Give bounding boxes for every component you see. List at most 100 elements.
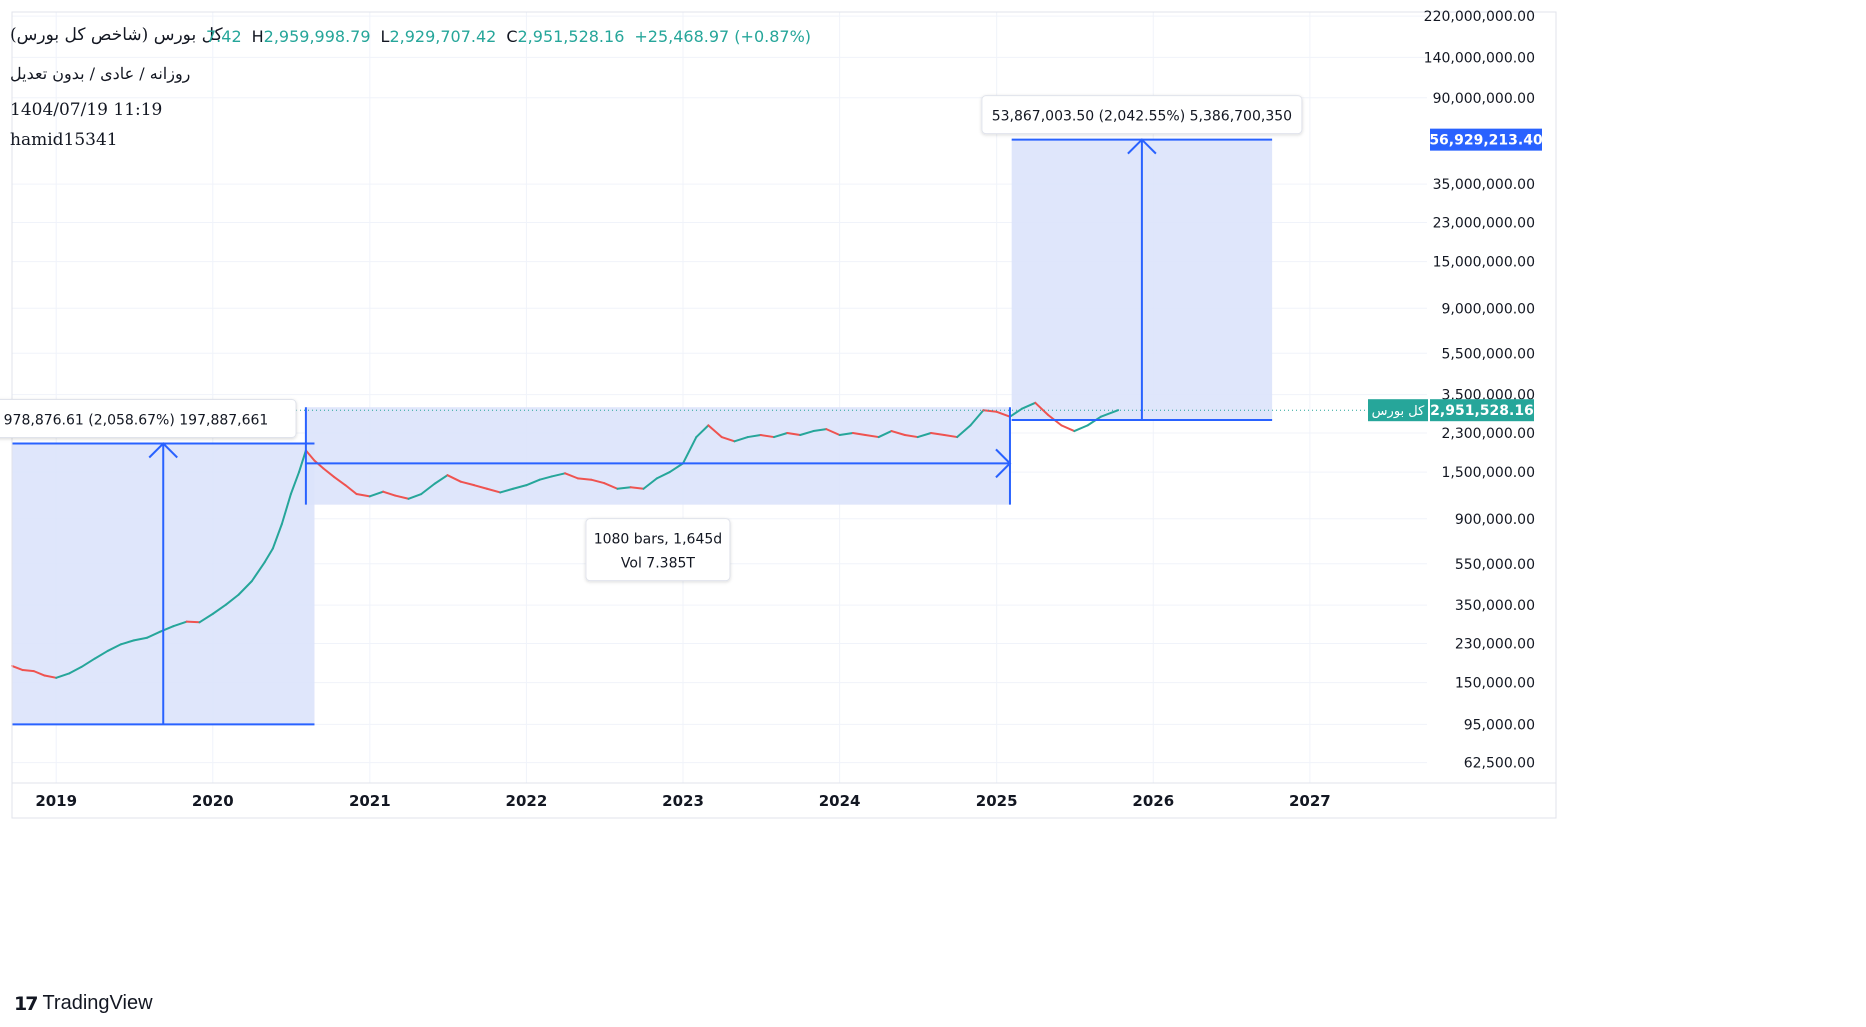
- y-tick-label: 2,300,000.00: [1441, 426, 1535, 442]
- price-segment: [890, 430, 906, 437]
- price-segment: [1060, 424, 1076, 433]
- price-segment: [668, 462, 685, 474]
- price-segment: [695, 424, 710, 439]
- price-segment: [733, 436, 749, 443]
- price-segment: [812, 428, 828, 433]
- price-segment: [271, 522, 283, 550]
- price-segment: [420, 482, 436, 496]
- x-tick-label: 2022: [506, 792, 548, 810]
- price-segment: [982, 409, 998, 413]
- price-segment: [21, 669, 35, 673]
- author-name: hamid15341: [10, 130, 118, 150]
- price-segment: [616, 486, 632, 490]
- price-segment: [603, 482, 619, 490]
- price-segment: [485, 487, 502, 494]
- last-value-symbol: کل بورس: [1372, 404, 1425, 419]
- price-segment: [211, 603, 228, 615]
- price-segment: [825, 428, 841, 437]
- chart-axes: 220,000,000.00 140,000,000.00 90,000,000.0…: [11, 9, 1557, 819]
- price-segment: [799, 430, 815, 437]
- price-segment: [916, 431, 933, 439]
- symbol-title: (شاخص کل بورس) کل بورس: [10, 25, 223, 45]
- ohlc-high-label: H: [251, 27, 264, 46]
- y-tick-label: 23,000,000.00: [1433, 215, 1535, 231]
- price-segment: [172, 620, 188, 628]
- chart-labels: 978,876.61 (2,058.67%) 197,887,661 1080 b…: [0, 95, 1543, 582]
- measure-tool-lines[interactable]: [12, 138, 1273, 726]
- ohlc-high: 2,959,998.79: [263, 27, 371, 46]
- price-segment: [969, 409, 985, 427]
- price-segment: [446, 474, 462, 483]
- price-segment: [707, 424, 723, 439]
- x-tick-label: 2026: [1132, 792, 1174, 810]
- interval-info: روزانه / عادی / بدون تعدیل: [10, 64, 191, 83]
- price-segment: [655, 471, 671, 480]
- y-tick-label: 350,000.00: [1455, 598, 1535, 614]
- price-segment: [943, 434, 959, 439]
- x-tick-label: 2019: [35, 792, 77, 810]
- price-segment: [68, 665, 83, 675]
- price-segment: [11, 664, 24, 672]
- y-tick-label: 35,000,000.00: [1433, 177, 1535, 193]
- price-segment: [304, 449, 316, 462]
- price-segment: [459, 480, 476, 487]
- price-segment: [407, 493, 423, 500]
- y-tick-label: 550,000.00: [1455, 557, 1535, 573]
- price-range-arrowhead-2: [1127, 138, 1157, 155]
- tradingview-logo-text: TradingView: [42, 992, 153, 1014]
- x-tick-label: 2027: [1289, 792, 1331, 810]
- price-segment: [759, 434, 775, 439]
- price-segment: [642, 477, 658, 490]
- price-target-label: 56,929,213.40: [1429, 133, 1543, 149]
- price-segment: [368, 490, 385, 498]
- price-segment: [55, 672, 71, 679]
- x-tick-label: 2023: [662, 792, 704, 810]
- ohlc-low-label: L: [380, 27, 390, 46]
- timestamp: 1404/07/19 11:19: [10, 100, 163, 120]
- price-segment: [106, 643, 122, 652]
- price-segment: [280, 493, 292, 525]
- y-tick-label: 90,000,000.00: [1433, 91, 1535, 107]
- ohlc-close: 2,951,528.16: [517, 27, 625, 46]
- price-segment: [877, 430, 893, 439]
- price-segment: [786, 431, 802, 437]
- y-tick-label: 9,000,000.00: [1441, 301, 1535, 317]
- date-range-label-text: Vol 7.385T: [621, 556, 695, 572]
- price-segment: [132, 636, 149, 642]
- price-segment: [903, 434, 919, 439]
- price-segment: [930, 431, 946, 437]
- price-range-label-0-text: 978,876.61 (2,058.67%) 197,887,661: [4, 413, 269, 429]
- price-range-label-2-box: [981, 95, 1303, 135]
- y-tick-label: 900,000.00: [1455, 512, 1535, 528]
- price-segment: [746, 434, 762, 439]
- price-segment: [590, 478, 606, 485]
- ohlc-open-tail: 7.42: [206, 27, 242, 46]
- price-segment: [43, 674, 58, 679]
- price-segment: [525, 478, 541, 487]
- price-segment: [629, 486, 645, 490]
- price-segment: [93, 649, 109, 660]
- ohlc-close-label: C: [506, 27, 518, 46]
- price-segment: [864, 434, 880, 439]
- y-tick-label: 95,000.00: [1464, 717, 1535, 733]
- price-segment: [956, 424, 972, 439]
- price-segment: [564, 472, 579, 480]
- date-range-arrowhead: [995, 448, 1012, 479]
- ohlc-readout: 7.42 H 2,959,998.79 L 2,929,707.42 C 2,9…: [206, 27, 811, 46]
- price-segment: [263, 547, 274, 564]
- y-tick-label: 1,500,000.00: [1441, 465, 1535, 481]
- price-segment: [146, 630, 162, 639]
- price-segment: [473, 484, 488, 490]
- price-segment: [499, 487, 515, 494]
- price-segment: [382, 490, 397, 497]
- price-segment: [322, 467, 336, 479]
- tradingview-logo-icon: 17: [14, 992, 38, 1015]
- price-segment: [80, 657, 96, 668]
- tradingview-logo[interactable]: 17 TradingView: [14, 992, 153, 1015]
- y-tick-label: 62,500.00: [1464, 756, 1535, 772]
- price-segment: [1073, 424, 1089, 433]
- price-segment: [198, 612, 214, 624]
- y-tick-label: 220,000,000.00: [1424, 9, 1535, 25]
- price-segment: [225, 593, 240, 606]
